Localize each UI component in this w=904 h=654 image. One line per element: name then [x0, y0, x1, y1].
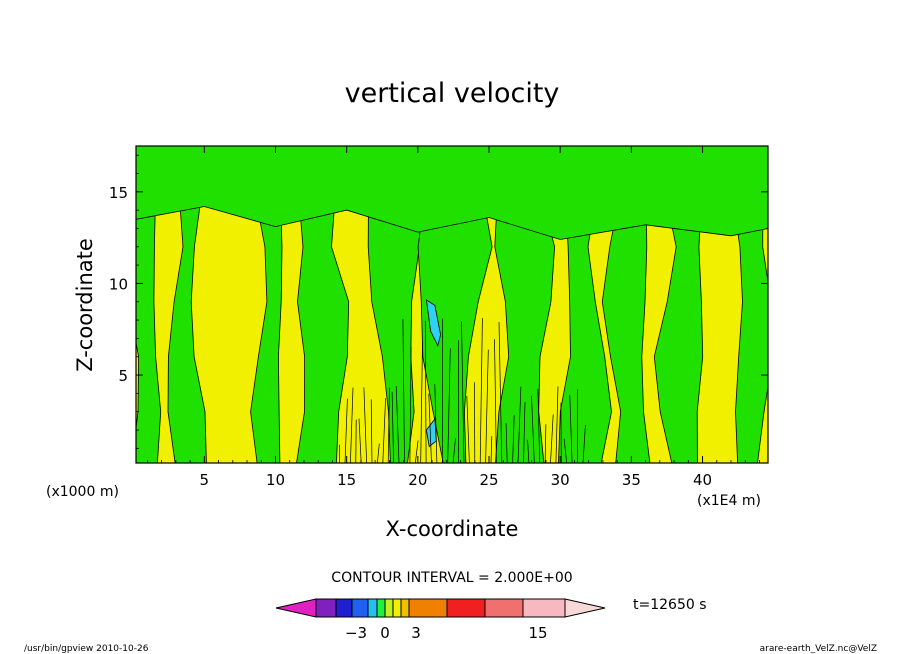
contour-line — [447, 348, 451, 463]
y-axis-label: Z-coordinate — [73, 238, 97, 372]
plot-frame — [135, 145, 769, 464]
y-tick-label: 10 — [109, 275, 128, 293]
contour-line — [490, 436, 493, 463]
contour-line — [370, 399, 373, 463]
contour-line — [414, 440, 419, 463]
contour-line — [505, 423, 508, 463]
time-label: t=12650 s — [633, 597, 707, 613]
x-unit-right: (x1E4 m) — [697, 493, 761, 509]
colorbar-segment — [400, 598, 410, 618]
chart-title: vertical velocity — [345, 78, 560, 109]
contour-line — [555, 386, 559, 463]
velocity-field — [136, 146, 768, 463]
colorbar-segment — [351, 598, 369, 618]
x-axis: 5 10 15 20 25 30 35 40 — [146, 146, 760, 489]
colorbar-segment — [384, 598, 394, 618]
colorbar-label: −3 — [345, 624, 367, 642]
contour-line — [527, 439, 530, 463]
contour-line — [409, 346, 412, 463]
contour-line — [452, 438, 456, 463]
contour-line — [531, 395, 535, 463]
contour-line — [382, 398, 386, 463]
colorbar-segment — [392, 598, 402, 618]
contour-line — [402, 318, 405, 463]
colorbar-segment — [446, 598, 486, 618]
contour-line — [582, 425, 586, 463]
colorbar-segment — [315, 598, 337, 618]
contour-line — [424, 320, 427, 463]
contour-line — [344, 398, 348, 463]
x-unit-left: (x1000 m) — [46, 484, 119, 500]
plot-area — [135, 145, 769, 464]
colorbar-label: 3 — [411, 624, 421, 642]
contour-line — [550, 414, 554, 463]
contour-line — [512, 415, 515, 463]
x-tick-label: 30 — [551, 471, 570, 489]
contour-interval: CONTOUR INTERVAL = 2.000E+00 — [331, 570, 572, 586]
y-tick-label: 15 — [109, 184, 128, 202]
x-tick-label: 35 — [622, 471, 641, 489]
contour-line — [358, 418, 362, 463]
y-tick-label: 5 — [118, 367, 128, 385]
contour-line — [363, 387, 367, 463]
footer-right: arare-earth_VelZ.nc@VelZ — [760, 644, 877, 654]
negative-column — [296, 146, 350, 463]
contour-line — [479, 318, 483, 463]
strong-negative-cell — [425, 299, 442, 347]
x-tick-label: 20 — [408, 471, 427, 489]
colorbar-right-arrow — [564, 598, 606, 618]
contour-line — [461, 321, 465, 463]
contour-line — [517, 386, 522, 463]
negative-column — [167, 146, 207, 463]
contour-line — [523, 401, 526, 463]
contour-line — [537, 388, 541, 463]
contour-line — [420, 341, 423, 463]
contour-line — [466, 395, 470, 463]
x-tick-label: 25 — [479, 471, 498, 489]
upper-negative-band — [136, 146, 768, 240]
contour-line — [377, 443, 380, 463]
x-axis-label: X-coordinate — [386, 517, 519, 541]
contour-line — [544, 424, 547, 463]
x-tick-label: 10 — [266, 471, 285, 489]
contour-line — [391, 391, 394, 463]
x-tick-label: 5 — [200, 471, 210, 489]
x-tick-label: 40 — [693, 471, 712, 489]
contour-line — [387, 387, 390, 463]
colorbar: −3 0 3 15 — [275, 598, 606, 642]
colorbar-label: 0 — [380, 624, 390, 642]
contour-line — [569, 395, 573, 463]
colorbar-segment — [367, 598, 378, 618]
negative-column — [136, 146, 162, 463]
contour-line — [395, 385, 400, 463]
footer-left: /usr/bin/gpview 2010-10-26 — [24, 644, 149, 654]
colorbar-segment — [376, 598, 386, 618]
colorbar-segment — [484, 598, 524, 618]
colorbar-segment — [522, 598, 566, 618]
contour-line — [494, 339, 497, 463]
x-tick-label: 15 — [337, 471, 356, 489]
colorbar-left-arrow — [275, 598, 317, 618]
contour-line — [563, 438, 568, 463]
colorbar-segment — [408, 598, 448, 618]
colorbar-label: 15 — [528, 624, 547, 642]
y-axis: 5 10 15 — [109, 154, 768, 449]
contour-line — [485, 349, 489, 463]
contour-line — [434, 384, 438, 463]
contour-line — [498, 321, 503, 463]
colorbar-segment — [335, 598, 353, 618]
contour-line — [350, 387, 354, 463]
contour-line — [428, 393, 432, 463]
